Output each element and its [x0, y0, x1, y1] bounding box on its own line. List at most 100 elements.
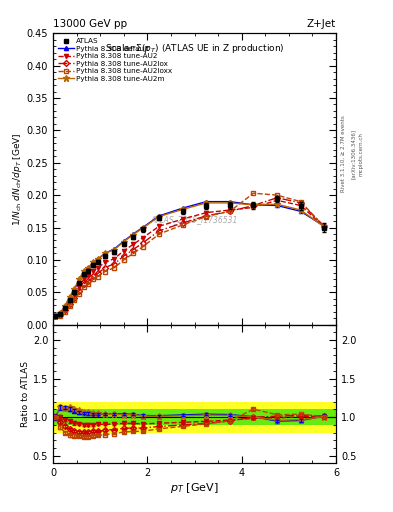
Pythia 8.308 tune-AU2 — [140, 235, 145, 241]
Pythia 8.308 tune-AU2 — [157, 223, 162, 229]
Pythia 8.308 tune-AU2 — [53, 313, 58, 319]
Pythia 8.308 tune-AU2lox — [157, 228, 162, 234]
Pythia 8.308 tune-AU2m — [180, 206, 185, 212]
Pythia 8.308 tune-AU2 — [228, 207, 232, 213]
Pythia 8.308 tune-AU2m — [103, 250, 107, 257]
Pythia 8.308 tune-AU2 — [58, 311, 62, 317]
Pythia 8.308 tune-AU2lox — [140, 240, 145, 246]
Pythia 8.308 tune-AU2loxx — [103, 268, 107, 274]
Pythia 8.308 tune-AU2m — [58, 310, 62, 316]
Text: 13000 GeV pp: 13000 GeV pp — [53, 19, 127, 29]
Pythia 8.308 tune-AU2 — [204, 209, 209, 216]
Pythia 8.308 tune-AU2lox — [62, 307, 67, 313]
Pythia 8.308 default — [81, 268, 86, 274]
Pythia 8.308 tune-AU2m — [86, 265, 91, 271]
Pythia 8.308 tune-AU2 — [77, 284, 81, 290]
Pythia 8.308 tune-AU2loxx — [180, 222, 185, 228]
Text: mcplots.cern.ch: mcplots.cern.ch — [358, 132, 364, 176]
Line: Pythia 8.308 tune-AU2: Pythia 8.308 tune-AU2 — [53, 198, 326, 318]
Pythia 8.308 default — [53, 313, 58, 319]
Pythia 8.308 tune-AU2lox — [95, 270, 100, 276]
Pythia 8.308 default — [103, 250, 107, 257]
Pythia 8.308 tune-AU2 — [121, 248, 126, 254]
Pythia 8.308 default — [251, 202, 256, 208]
Pythia 8.308 tune-AU2m — [77, 276, 81, 283]
Pythia 8.308 tune-AU2lox — [58, 312, 62, 318]
Pythia 8.308 tune-AU2lox — [251, 202, 256, 208]
Pythia 8.308 tune-AU2 — [91, 268, 95, 274]
Pythia 8.308 tune-AU2lox — [53, 313, 58, 319]
Pythia 8.308 tune-AU2lox — [180, 220, 185, 226]
Pythia 8.308 tune-AU2lox — [81, 281, 86, 287]
Pythia 8.308 tune-AU2loxx — [157, 231, 162, 237]
Pythia 8.308 tune-AU2lox — [112, 261, 117, 267]
Pythia 8.308 tune-AU2loxx — [81, 284, 86, 290]
Pythia 8.308 tune-AU2loxx — [112, 265, 117, 271]
Pythia 8.308 tune-AU2 — [95, 265, 100, 271]
Pythia 8.308 tune-AU2m — [81, 268, 86, 274]
Pythia 8.308 tune-AU2m — [204, 200, 209, 206]
Pythia 8.308 tune-AU2lox — [298, 200, 303, 206]
Pythia 8.308 default — [180, 205, 185, 211]
Pythia 8.308 tune-AU2 — [81, 276, 86, 283]
Y-axis label: $1/N_\mathrm{ch}\; dN_\mathrm{ch}/dp_T\; [\mathrm{GeV}]$: $1/N_\mathrm{ch}\; dN_\mathrm{ch}/dp_T\;… — [11, 132, 24, 226]
Pythia 8.308 tune-AU2loxx — [58, 312, 62, 318]
Pythia 8.308 tune-AU2 — [180, 216, 185, 222]
Pythia 8.308 default — [62, 304, 67, 310]
Pythia 8.308 tune-AU2m — [67, 294, 72, 300]
Pythia 8.308 tune-AU2 — [322, 224, 327, 230]
Pythia 8.308 tune-AU2 — [86, 273, 91, 279]
Pythia 8.308 tune-AU2m — [62, 304, 67, 310]
Pythia 8.308 default — [77, 278, 81, 284]
Pythia 8.308 default — [72, 287, 77, 293]
Pythia 8.308 tune-AU2m — [298, 207, 303, 213]
Pythia 8.308 tune-AU2m — [322, 224, 327, 230]
Pythia 8.308 tune-AU2lox — [103, 265, 107, 271]
Pythia 8.308 tune-AU2loxx — [298, 199, 303, 205]
Pythia 8.308 default — [95, 256, 100, 262]
Pythia 8.308 default — [121, 238, 126, 244]
Pythia 8.308 tune-AU2lox — [67, 301, 72, 307]
Text: Rivet 3.1.10, ≥ 2.7M events: Rivet 3.1.10, ≥ 2.7M events — [341, 115, 346, 192]
Pythia 8.308 tune-AU2m — [95, 255, 100, 262]
Pythia 8.308 default — [140, 224, 145, 230]
Pythia 8.308 default — [322, 223, 327, 229]
Pythia 8.308 tune-AU2lox — [72, 295, 77, 301]
Pythia 8.308 tune-AU2loxx — [204, 214, 209, 220]
Pythia 8.308 tune-AU2 — [67, 298, 72, 305]
Pythia 8.308 tune-AU2loxx — [140, 244, 145, 250]
Pythia 8.308 tune-AU2m — [275, 201, 279, 207]
Line: Pythia 8.308 tune-AU2loxx: Pythia 8.308 tune-AU2loxx — [53, 191, 326, 318]
Pythia 8.308 default — [275, 202, 279, 208]
Legend: ATLAS, Pythia 8.308 default, Pythia 8.308 tune-AU2, Pythia 8.308 tune-AU2lox, Py: ATLAS, Pythia 8.308 default, Pythia 8.30… — [57, 37, 174, 83]
Pythia 8.308 tune-AU2lox — [77, 288, 81, 294]
Pythia 8.308 tune-AU2 — [103, 260, 107, 266]
Pythia 8.308 tune-AU2lox — [275, 195, 279, 201]
Pythia 8.308 tune-AU2m — [157, 214, 162, 220]
Pythia 8.308 tune-AU2loxx — [131, 250, 136, 257]
Text: Z+Jet: Z+Jet — [307, 19, 336, 29]
Pythia 8.308 tune-AU2loxx — [275, 192, 279, 198]
Pythia 8.308 default — [67, 294, 72, 301]
Pythia 8.308 tune-AU2m — [140, 225, 145, 231]
Pythia 8.308 default — [58, 310, 62, 316]
Line: Pythia 8.308 default: Pythia 8.308 default — [53, 200, 326, 318]
Pythia 8.308 default — [91, 260, 95, 266]
Text: [arXiv:1306.3436]: [arXiv:1306.3436] — [351, 129, 356, 179]
Pythia 8.308 tune-AU2loxx — [95, 273, 100, 280]
Pythia 8.308 default — [298, 208, 303, 215]
Pythia 8.308 default — [228, 199, 232, 205]
X-axis label: $p_T$ [GeV]: $p_T$ [GeV] — [170, 481, 219, 495]
Y-axis label: Ratio to ATLAS: Ratio to ATLAS — [21, 361, 30, 427]
Pythia 8.308 default — [112, 246, 117, 252]
Text: Scalar $\Sigma(p_T)$ (ATLAS UE in Z production): Scalar $\Sigma(p_T)$ (ATLAS UE in Z prod… — [105, 42, 284, 55]
Pythia 8.308 tune-AU2loxx — [53, 313, 58, 319]
Text: ATLAS_2019_I1736531: ATLAS_2019_I1736531 — [151, 215, 238, 224]
Pythia 8.308 tune-AU2loxx — [86, 282, 91, 288]
Pythia 8.308 tune-AU2m — [131, 231, 136, 238]
Pythia 8.308 default — [204, 199, 209, 205]
Pythia 8.308 tune-AU2m — [91, 259, 95, 265]
Pythia 8.308 tune-AU2lox — [121, 253, 126, 259]
Pythia 8.308 default — [131, 231, 136, 237]
Pythia 8.308 default — [86, 265, 91, 271]
